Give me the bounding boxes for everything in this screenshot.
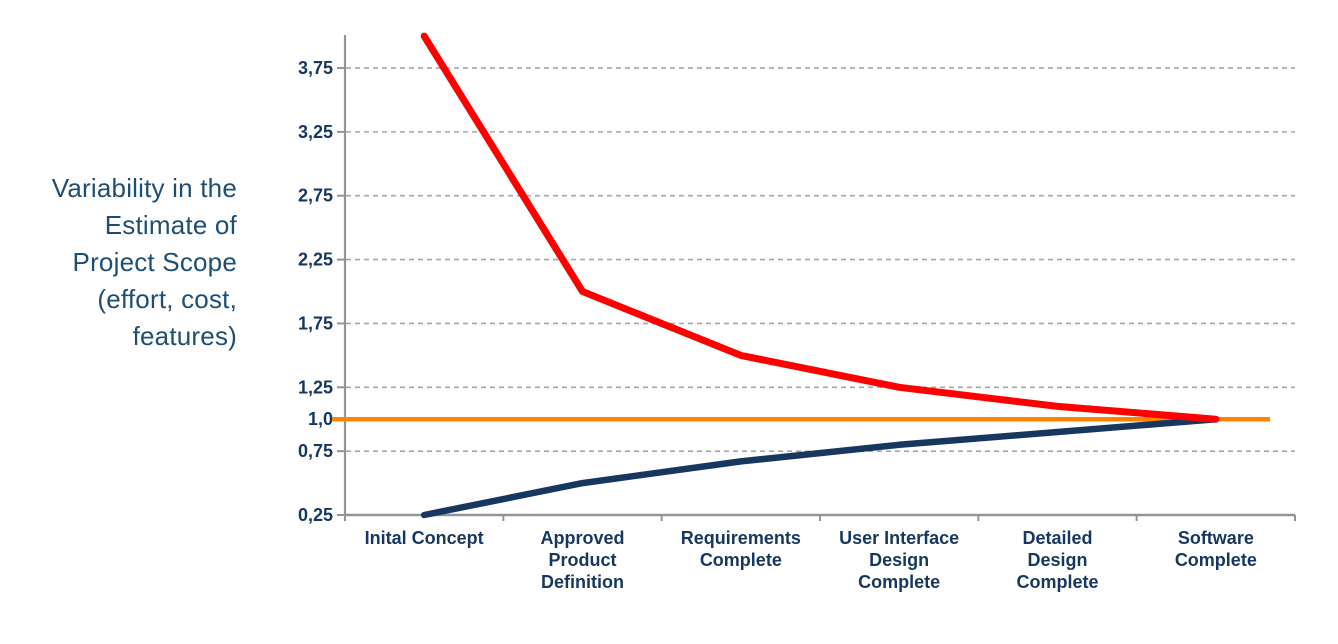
y-axis-title: Variability in the Estimate of Project S… <box>0 170 237 355</box>
y-axis-title-line: features) <box>132 321 237 351</box>
y-tick-label: 0,25 <box>298 505 333 525</box>
x-category-label: Requirements Complete <box>681 528 801 570</box>
x-category-label: User Interface Design Complete <box>839 528 959 592</box>
x-category-label: Software Complete <box>1175 528 1257 570</box>
y-tick-label: 3,25 <box>298 122 333 142</box>
x-category-label: Detailed Design Complete <box>1016 528 1098 592</box>
y-tick-label: 2,25 <box>298 250 333 270</box>
y-tick-label: 1,25 <box>298 377 333 397</box>
y-tick-label: 3,75 <box>298 58 333 78</box>
x-category-label: Approved Product Definition <box>540 528 624 592</box>
y-tick-label: 1,75 <box>298 313 333 333</box>
y-axis-title-line: (effort, cost, <box>97 284 237 314</box>
y-axis-title-line: Project Scope <box>72 247 237 277</box>
series-line-lower-bound-estimate <box>420 415 1220 519</box>
y-tick-label: 0,75 <box>298 441 333 461</box>
y-tick-label: 1,0 <box>308 409 333 429</box>
series-line-upper-bound-estimate <box>420 32 1220 423</box>
y-axis-title-line: Estimate of <box>104 210 237 240</box>
y-axis-title-line: Variability in the <box>51 173 237 203</box>
x-category-label: Inital Concept <box>365 528 484 548</box>
y-tick-label: 2,75 <box>298 186 333 206</box>
